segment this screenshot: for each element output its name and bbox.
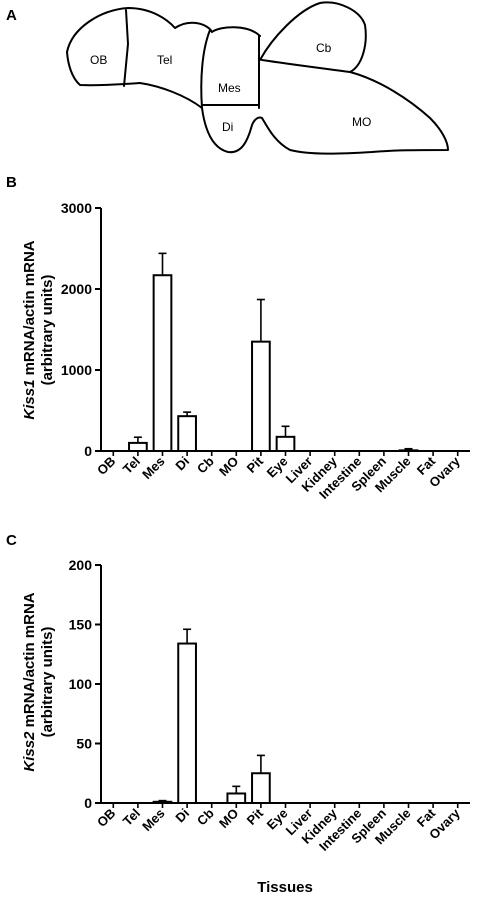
bar-b-7 [275,435,296,453]
region-label-tel: Tel [157,53,172,67]
outline-di [201,107,263,154]
bar-b-3 [177,415,197,453]
outline-mo [261,71,449,155]
bar-b-2 [152,274,173,453]
panel-label-b: B [6,174,17,191]
boundary-ob-tel [123,9,129,87]
outline-dorsal [66,7,261,53]
bar-b-6 [251,340,271,452]
y-tick-label-c-2: 100 [69,676,93,692]
brain-schematic [66,1,449,155]
y-tick-label-b-2: 2000 [61,281,92,297]
region-label-mes: Mes [218,81,241,95]
region-label-di: Di [222,120,233,134]
x-tick-label-b-0: OB [94,454,118,478]
y-tick-label-c-4: 200 [69,557,93,573]
y-axis-units-b: (arbitrary units) [39,275,56,386]
y-axis-gene-b: Kiss1 [21,380,38,420]
x-tick-label-b-5: MO [216,454,241,479]
x-tick-label-b-1: Tel [120,454,143,477]
y-axis-label-b: Kiss1 mRNA/actin mRNA [21,240,38,419]
bar-c-2 [152,800,173,804]
x-tick-label-b-3: Di [172,454,192,474]
y-axis-rest-b: mRNA/actin mRNA [21,240,38,379]
panel-label-a: A [6,7,17,24]
x-tick-label-b-2: Mes [139,454,167,482]
y-tick-label-b-3: 3000 [61,200,92,216]
x-tick-label-c-6: Pit [244,805,267,828]
region-label-cb: Cb [316,41,332,55]
outline-cb [259,1,367,73]
x-tick-label-b-4: Cb [194,453,217,476]
bar-b-1 [128,441,148,452]
y-tick-label-b-1: 1000 [61,362,92,378]
bar-c-6 [251,772,271,804]
x-tick-label-c-3: Di [172,806,192,826]
y-tick-label-c-1: 50 [76,736,92,752]
x-axis-label-c: Tissues [257,879,313,896]
x-tick-label-c-4: Cb [194,805,217,828]
x-tick-label-b-6: Pit [244,453,267,476]
x-tick-label-c-0: OB [94,806,118,830]
panel-b: B Kiss1 mRNA/actin mRNA (arbitrary units… [6,174,470,502]
panel-c: C Kiss2 mRNA/actin mRNA (arbitrary units… [6,532,470,896]
panel-label-c: C [6,532,17,549]
boundary-tel-mes [200,29,211,109]
bar-b-12 [398,449,419,452]
y-axis-rest-c: mRNA/actin mRNA [21,592,38,731]
region-label-ob: OB [90,53,107,67]
panel-a: A OB Tel Mes Di Cb MO [6,1,449,155]
y-tick-label-c-3: 150 [69,617,93,633]
y-axis-units-c: (arbitrary units) [39,627,56,738]
bar-c-3 [177,642,197,804]
y-axis-label-c: Kiss2 mRNA/actin mRNA [21,592,38,771]
x-tick-label-c-5: MO [216,806,241,831]
x-tick-label-c-2: Mes [139,806,167,834]
region-label-mo: MO [352,115,371,129]
outline-ventral [66,51,203,109]
bar-c-5 [226,792,247,804]
y-axis-gene-c: Kiss2 [21,731,38,772]
y-tick-label-b-0: 0 [84,443,92,459]
x-tick-label-c-1: Tel [120,806,143,829]
y-tick-label-c-0: 0 [84,795,92,811]
